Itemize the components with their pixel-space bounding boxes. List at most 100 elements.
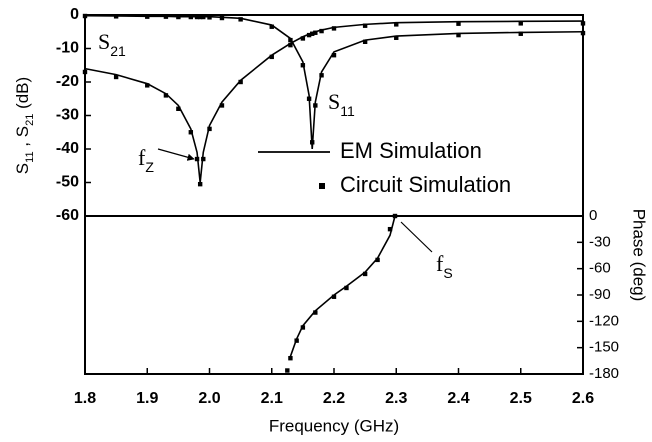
series-marker bbox=[394, 35, 399, 40]
series-marker bbox=[362, 39, 368, 44]
y-tick-label: -40 bbox=[56, 140, 79, 157]
series-marker bbox=[580, 30, 586, 36]
series-marker bbox=[313, 103, 318, 108]
series-marker bbox=[344, 285, 349, 291]
x-tick-label: 2.2 bbox=[323, 390, 345, 407]
x-tick-label: 1.8 bbox=[74, 390, 96, 407]
y2-tick-label: 0 bbox=[589, 207, 597, 224]
y-tick-label: -30 bbox=[56, 107, 79, 124]
annotation: S21 bbox=[98, 29, 126, 59]
y-tick-label: 0 bbox=[70, 6, 79, 23]
series-marker bbox=[113, 74, 119, 80]
annotation-main: f bbox=[436, 251, 444, 276]
annotation: fZ bbox=[138, 145, 154, 175]
series-marker bbox=[300, 36, 306, 41]
series-marker bbox=[197, 181, 203, 187]
series-marker bbox=[288, 356, 293, 361]
annotation-sub: 11 bbox=[340, 103, 355, 119]
annotation-sub: 21 bbox=[110, 43, 126, 59]
x-tick-label: 1.9 bbox=[136, 390, 158, 407]
series-marker bbox=[201, 14, 206, 20]
annotation-main: f bbox=[138, 145, 146, 170]
series-marker bbox=[163, 14, 169, 19]
series-marker bbox=[197, 14, 203, 20]
series-marker bbox=[394, 22, 399, 27]
x-tick-label: 2.1 bbox=[261, 390, 283, 407]
y-axis-label-part: , S bbox=[13, 126, 32, 152]
y-axis-label-part: (dB) bbox=[13, 77, 32, 114]
series-marker bbox=[82, 69, 88, 75]
series-marker bbox=[362, 23, 368, 28]
series-marker bbox=[300, 325, 306, 330]
annotation-sub: S bbox=[443, 265, 452, 281]
series-marker bbox=[331, 294, 337, 299]
series-marker bbox=[362, 271, 368, 277]
x-tick-label: 2.4 bbox=[447, 390, 469, 407]
series-marker bbox=[176, 14, 181, 20]
series-marker bbox=[207, 15, 212, 20]
series-marker bbox=[238, 17, 243, 22]
series-marker bbox=[310, 31, 315, 36]
series-marker bbox=[188, 130, 194, 135]
series-marker bbox=[580, 21, 586, 26]
series-marker bbox=[269, 24, 274, 29]
y-tick-label: -50 bbox=[56, 174, 79, 191]
series-marker bbox=[82, 13, 88, 19]
annotation: S11 bbox=[328, 89, 355, 119]
series-marker bbox=[456, 21, 461, 26]
y-tick-label: -20 bbox=[56, 73, 79, 90]
y-axis-label-part: 11 bbox=[24, 151, 36, 162]
series-marker bbox=[285, 368, 290, 373]
annotation-main: S bbox=[98, 29, 110, 54]
annotation-sub: Z bbox=[145, 159, 154, 175]
series-marker bbox=[219, 15, 225, 21]
series-marker bbox=[300, 63, 306, 68]
y2-tick-label: -120 bbox=[589, 312, 619, 329]
series-line bbox=[84, 14, 584, 150]
series-marker bbox=[518, 21, 523, 26]
y-axis-label: S11 , S21 (dB) bbox=[13, 77, 35, 174]
series-marker bbox=[331, 26, 337, 31]
series-marker bbox=[518, 31, 523, 36]
series-marker bbox=[288, 37, 293, 43]
annotation: fS bbox=[436, 251, 453, 281]
series-marker bbox=[306, 96, 312, 101]
series-marker bbox=[313, 310, 318, 315]
series-marker bbox=[310, 140, 315, 145]
series-marker bbox=[319, 73, 324, 78]
series-marker bbox=[294, 338, 299, 343]
x-tick-label: 2.0 bbox=[198, 390, 220, 407]
y-axis-label-part: 21 bbox=[24, 114, 36, 126]
x-tick-label: 2.3 bbox=[385, 390, 407, 407]
y2-tick-label: -60 bbox=[589, 260, 611, 277]
series-marker bbox=[219, 103, 225, 108]
y2-axis-label: Phase (deg) bbox=[630, 209, 649, 302]
annotation-arrow bbox=[157, 148, 195, 161]
legend-label: Circuit Simulation bbox=[340, 172, 511, 197]
y2-tick-label: -180 bbox=[589, 365, 619, 382]
x-tick-label: 2.6 bbox=[572, 390, 594, 407]
series-marker bbox=[306, 32, 312, 38]
x-axis-label: Frequency (GHz) bbox=[269, 416, 399, 435]
legend-label: EM Simulation bbox=[340, 138, 482, 163]
series-marker bbox=[188, 14, 194, 20]
series-line bbox=[289, 215, 396, 357]
series-marker bbox=[387, 226, 393, 232]
y2-tick-label: -30 bbox=[589, 233, 611, 250]
y-tick-label: -10 bbox=[56, 40, 79, 57]
series-marker bbox=[313, 30, 318, 35]
y2-tick-label: -150 bbox=[589, 339, 619, 356]
series-marker bbox=[201, 156, 206, 162]
series-marker bbox=[319, 28, 324, 34]
annotation-arrow bbox=[400, 221, 433, 253]
y-tick-label: -60 bbox=[56, 207, 79, 224]
y2-tick-label: -90 bbox=[589, 286, 611, 303]
series-marker bbox=[331, 53, 337, 58]
x-tick-label: 2.5 bbox=[510, 390, 532, 407]
annotation-main: S bbox=[328, 89, 340, 114]
series-marker bbox=[176, 106, 181, 111]
series-marker bbox=[207, 126, 212, 132]
series-marker bbox=[194, 14, 200, 20]
series-marker bbox=[269, 54, 274, 60]
